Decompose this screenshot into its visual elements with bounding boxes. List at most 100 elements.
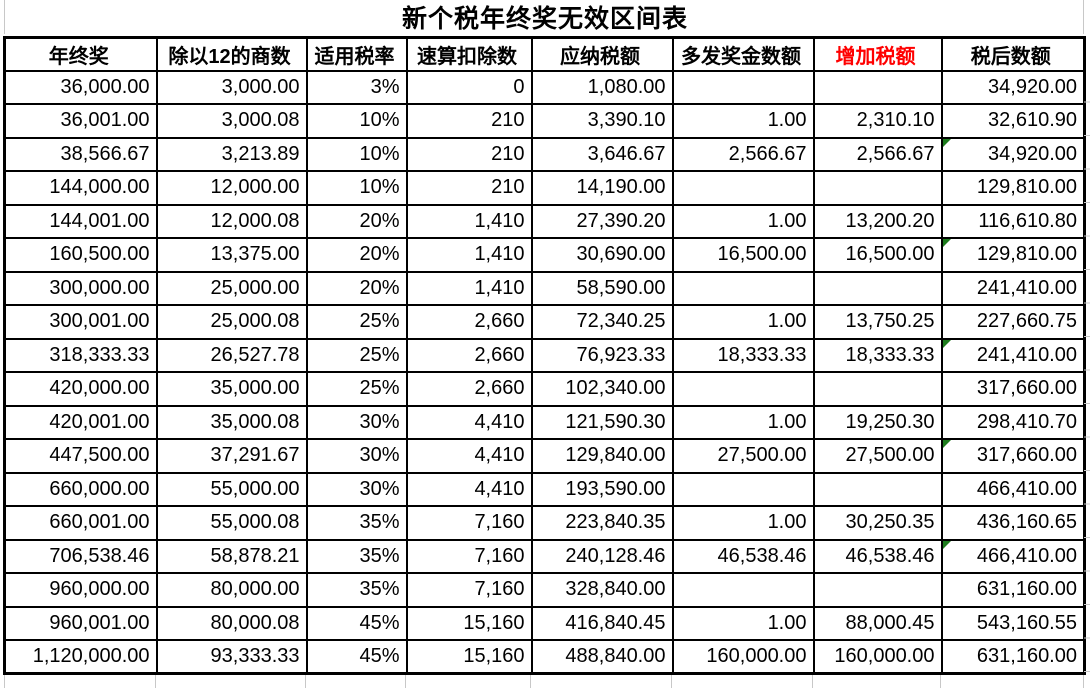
cell-extra_bonus[interactable]: 1.00 bbox=[671, 605, 815, 641]
cell-added_tax[interactable] bbox=[812, 69, 943, 105]
cell-added_tax[interactable]: 160,000.00 bbox=[812, 639, 943, 675]
cell-quotient[interactable]: 12,000.00 bbox=[155, 170, 308, 206]
cell-tax_payable[interactable]: 58,590.00 bbox=[530, 270, 674, 306]
cell-extra_bonus[interactable]: 46,538.46 bbox=[671, 538, 815, 574]
cell-tax_payable[interactable]: 129,840.00 bbox=[530, 438, 674, 474]
cell-bonus[interactable]: 36,001.00 bbox=[3, 103, 158, 139]
cell-after_tax[interactable]: 543,160.55 bbox=[940, 605, 1086, 641]
cell-after_tax[interactable]: 436,160.65 bbox=[940, 505, 1086, 541]
cell-extra_bonus[interactable] bbox=[671, 572, 815, 608]
cell-quotient[interactable]: 58,878.21 bbox=[155, 538, 308, 574]
cell-tax_payable[interactable]: 328,840.00 bbox=[530, 572, 674, 608]
cell-after_tax[interactable]: 241,410.00 bbox=[940, 270, 1086, 306]
cell-quick_deduction[interactable]: 210 bbox=[405, 103, 533, 139]
cell-rate[interactable]: 3% bbox=[305, 69, 408, 105]
cell-after_tax[interactable]: 116,610.80 bbox=[940, 203, 1086, 239]
cell-tax_payable[interactable]: 27,390.20 bbox=[530, 203, 674, 239]
cell-rate[interactable]: 45% bbox=[305, 639, 408, 675]
cell-after_tax[interactable]: 631,160.00 bbox=[940, 639, 1086, 675]
cell-extra_bonus[interactable]: 160,000.00 bbox=[671, 639, 815, 675]
cell-rate[interactable]: 30% bbox=[305, 404, 408, 440]
cell-quick_deduction[interactable]: 15,160 bbox=[405, 639, 533, 675]
cell-bonus[interactable]: 144,001.00 bbox=[3, 203, 158, 239]
cell-added_tax[interactable] bbox=[812, 270, 943, 306]
cell-tax_payable[interactable]: 3,390.10 bbox=[530, 103, 674, 139]
column-header-quotient[interactable]: 除以12的商数 bbox=[155, 36, 308, 72]
cell-rate[interactable]: 30% bbox=[305, 471, 408, 507]
column-header-extra_bonus[interactable]: 多发奖金数额 bbox=[671, 36, 815, 72]
cell-quotient[interactable]: 3,213.89 bbox=[155, 136, 308, 172]
cell-after_tax[interactable]: 317,660.00 bbox=[940, 371, 1086, 407]
cell-quotient[interactable]: 25,000.00 bbox=[155, 270, 308, 306]
cell-extra_bonus[interactable] bbox=[671, 69, 815, 105]
cell-rate[interactable]: 25% bbox=[305, 337, 408, 373]
cell-bonus[interactable]: 1,120,000.00 bbox=[3, 639, 158, 675]
cell-rate[interactable]: 25% bbox=[305, 304, 408, 340]
cell-quick_deduction[interactable]: 1,410 bbox=[405, 270, 533, 306]
cell-extra_bonus[interactable]: 1.00 bbox=[671, 505, 815, 541]
cell-tax_payable[interactable]: 1,080.00 bbox=[530, 69, 674, 105]
cell-bonus[interactable]: 706,538.46 bbox=[3, 538, 158, 574]
cell-tax_payable[interactable]: 416,840.45 bbox=[530, 605, 674, 641]
column-header-after_tax[interactable]: 税后数额 bbox=[940, 36, 1086, 72]
cell-quick_deduction[interactable]: 0 bbox=[405, 69, 533, 105]
cell-after_tax[interactable]: 317,660.00 bbox=[940, 438, 1086, 474]
cell-quotient[interactable]: 3,000.00 bbox=[155, 69, 308, 105]
cell-extra_bonus[interactable]: 16,500.00 bbox=[671, 237, 815, 273]
cell-added_tax[interactable]: 46,538.46 bbox=[812, 538, 943, 574]
cell-quotient[interactable]: 37,291.67 bbox=[155, 438, 308, 474]
cell-quotient[interactable]: 80,000.08 bbox=[155, 605, 308, 641]
cell-quotient[interactable]: 3,000.08 bbox=[155, 103, 308, 139]
cell-extra_bonus[interactable]: 2,566.67 bbox=[671, 136, 815, 172]
cell-added_tax[interactable]: 30,250.35 bbox=[812, 505, 943, 541]
cell-tax_payable[interactable]: 488,840.00 bbox=[530, 639, 674, 675]
cell-rate[interactable]: 10% bbox=[305, 170, 408, 206]
cell-quotient[interactable]: 26,527.78 bbox=[155, 337, 308, 373]
cell-extra_bonus[interactable] bbox=[671, 471, 815, 507]
cell-bonus[interactable]: 660,001.00 bbox=[3, 505, 158, 541]
cell-rate[interactable]: 45% bbox=[305, 605, 408, 641]
cell-added_tax[interactable]: 16,500.00 bbox=[812, 237, 943, 273]
cell-after_tax[interactable]: 32,610.90 bbox=[940, 103, 1086, 139]
cell-quotient[interactable]: 35,000.08 bbox=[155, 404, 308, 440]
column-header-rate[interactable]: 适用税率 bbox=[305, 36, 408, 72]
column-header-added_tax[interactable]: 增加税额 bbox=[812, 36, 943, 72]
cell-bonus[interactable]: 300,001.00 bbox=[3, 304, 158, 340]
cell-added_tax[interactable]: 13,750.25 bbox=[812, 304, 943, 340]
cell-tax_payable[interactable]: 193,590.00 bbox=[530, 471, 674, 507]
cell-tax_payable[interactable]: 14,190.00 bbox=[530, 170, 674, 206]
cell-after_tax[interactable]: 34,920.00 bbox=[940, 69, 1086, 105]
cell-extra_bonus[interactable]: 18,333.33 bbox=[671, 337, 815, 373]
cell-bonus[interactable]: 447,500.00 bbox=[3, 438, 158, 474]
column-header-tax_payable[interactable]: 应纳税额 bbox=[530, 36, 674, 72]
cell-rate[interactable]: 10% bbox=[305, 103, 408, 139]
cell-quotient[interactable]: 55,000.00 bbox=[155, 471, 308, 507]
cell-tax_payable[interactable]: 72,340.25 bbox=[530, 304, 674, 340]
cell-added_tax[interactable] bbox=[812, 170, 943, 206]
cell-after_tax[interactable]: 241,410.00 bbox=[940, 337, 1086, 373]
cell-after_tax[interactable]: 227,660.75 bbox=[940, 304, 1086, 340]
cell-extra_bonus[interactable] bbox=[671, 270, 815, 306]
cell-rate[interactable]: 20% bbox=[305, 270, 408, 306]
cell-bonus[interactable]: 36,000.00 bbox=[3, 69, 158, 105]
cell-bonus[interactable]: 420,001.00 bbox=[3, 404, 158, 440]
cell-rate[interactable]: 10% bbox=[305, 136, 408, 172]
cell-quick_deduction[interactable]: 210 bbox=[405, 136, 533, 172]
cell-quotient[interactable]: 12,000.08 bbox=[155, 203, 308, 239]
cell-bonus[interactable]: 318,333.33 bbox=[3, 337, 158, 373]
cell-quotient[interactable]: 93,333.33 bbox=[155, 639, 308, 675]
cell-after_tax[interactable]: 129,810.00 bbox=[940, 237, 1086, 273]
cell-extra_bonus[interactable]: 1.00 bbox=[671, 304, 815, 340]
cell-bonus[interactable]: 420,000.00 bbox=[3, 371, 158, 407]
cell-added_tax[interactable]: 2,310.10 bbox=[812, 103, 943, 139]
cell-added_tax[interactable] bbox=[812, 572, 943, 608]
cell-bonus[interactable]: 960,000.00 bbox=[3, 572, 158, 608]
cell-after_tax[interactable]: 466,410.00 bbox=[940, 538, 1086, 574]
cell-quick_deduction[interactable]: 210 bbox=[405, 170, 533, 206]
cell-bonus[interactable]: 38,566.67 bbox=[3, 136, 158, 172]
cell-bonus[interactable]: 960,001.00 bbox=[3, 605, 158, 641]
cell-extra_bonus[interactable]: 1.00 bbox=[671, 404, 815, 440]
cell-bonus[interactable]: 160,500.00 bbox=[3, 237, 158, 273]
cell-added_tax[interactable]: 2,566.67 bbox=[812, 136, 943, 172]
cell-tax_payable[interactable]: 102,340.00 bbox=[530, 371, 674, 407]
